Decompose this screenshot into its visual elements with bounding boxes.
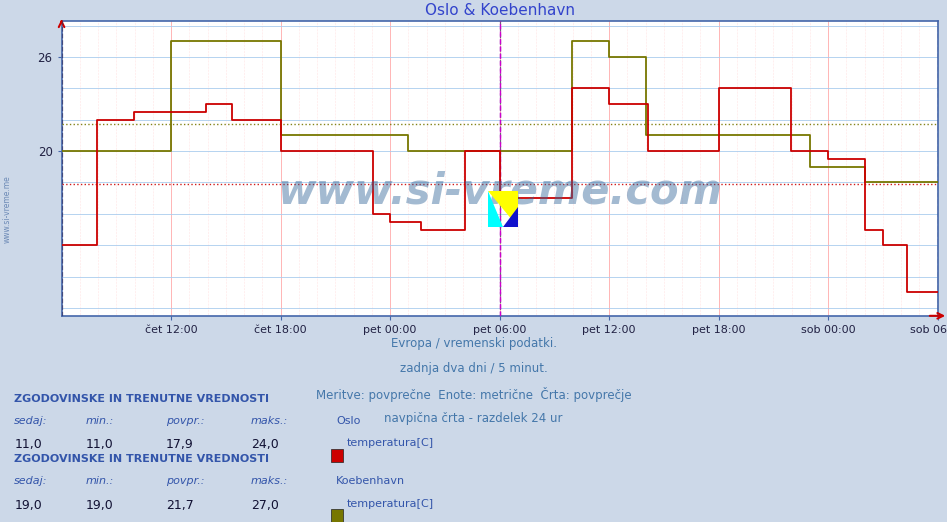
Text: maks.:: maks.: — [251, 416, 288, 426]
Text: povpr.:: povpr.: — [166, 416, 205, 426]
Text: sedaj:: sedaj: — [14, 416, 47, 426]
Text: 27,0: 27,0 — [251, 499, 278, 512]
Text: ZGODOVINSKE IN TRENUTNE VREDNOSTI: ZGODOVINSKE IN TRENUTNE VREDNOSTI — [14, 454, 269, 464]
Text: www.si-vreme.com: www.si-vreme.com — [277, 171, 722, 213]
Text: maks.:: maks.: — [251, 476, 288, 486]
Text: 11,0: 11,0 — [85, 438, 113, 452]
Text: www.si-vreme.me: www.si-vreme.me — [3, 175, 12, 243]
Polygon shape — [503, 207, 518, 227]
Polygon shape — [488, 191, 518, 227]
Text: navpična črta - razdelek 24 ur: navpična črta - razdelek 24 ur — [384, 412, 563, 425]
Text: ZGODOVINSKE IN TRENUTNE VREDNOSTI: ZGODOVINSKE IN TRENUTNE VREDNOSTI — [14, 394, 269, 404]
Text: 11,0: 11,0 — [14, 438, 42, 452]
Text: 17,9: 17,9 — [166, 438, 193, 452]
Text: Meritve: povprečne  Enote: metrične  Črta: povprečje: Meritve: povprečne Enote: metrične Črta:… — [315, 387, 632, 402]
Text: Oslo: Oslo — [336, 416, 361, 426]
Text: min.:: min.: — [85, 416, 114, 426]
Text: temperatura[C]: temperatura[C] — [347, 438, 434, 448]
Text: 24,0: 24,0 — [251, 438, 278, 452]
Polygon shape — [488, 191, 503, 227]
Text: 21,7: 21,7 — [166, 499, 193, 512]
Text: min.:: min.: — [85, 476, 114, 486]
Text: sedaj:: sedaj: — [14, 476, 47, 486]
Text: 19,0: 19,0 — [85, 499, 113, 512]
Title: Oslo & Koebenhavn: Oslo & Koebenhavn — [424, 3, 575, 18]
Text: Evropa / vremenski podatki.: Evropa / vremenski podatki. — [390, 337, 557, 350]
Text: Koebenhavn: Koebenhavn — [336, 476, 405, 486]
Text: povpr.:: povpr.: — [166, 476, 205, 486]
Text: temperatura[C]: temperatura[C] — [347, 499, 434, 508]
Text: 19,0: 19,0 — [14, 499, 42, 512]
Text: zadnja dva dni / 5 minut.: zadnja dva dni / 5 minut. — [400, 362, 547, 375]
